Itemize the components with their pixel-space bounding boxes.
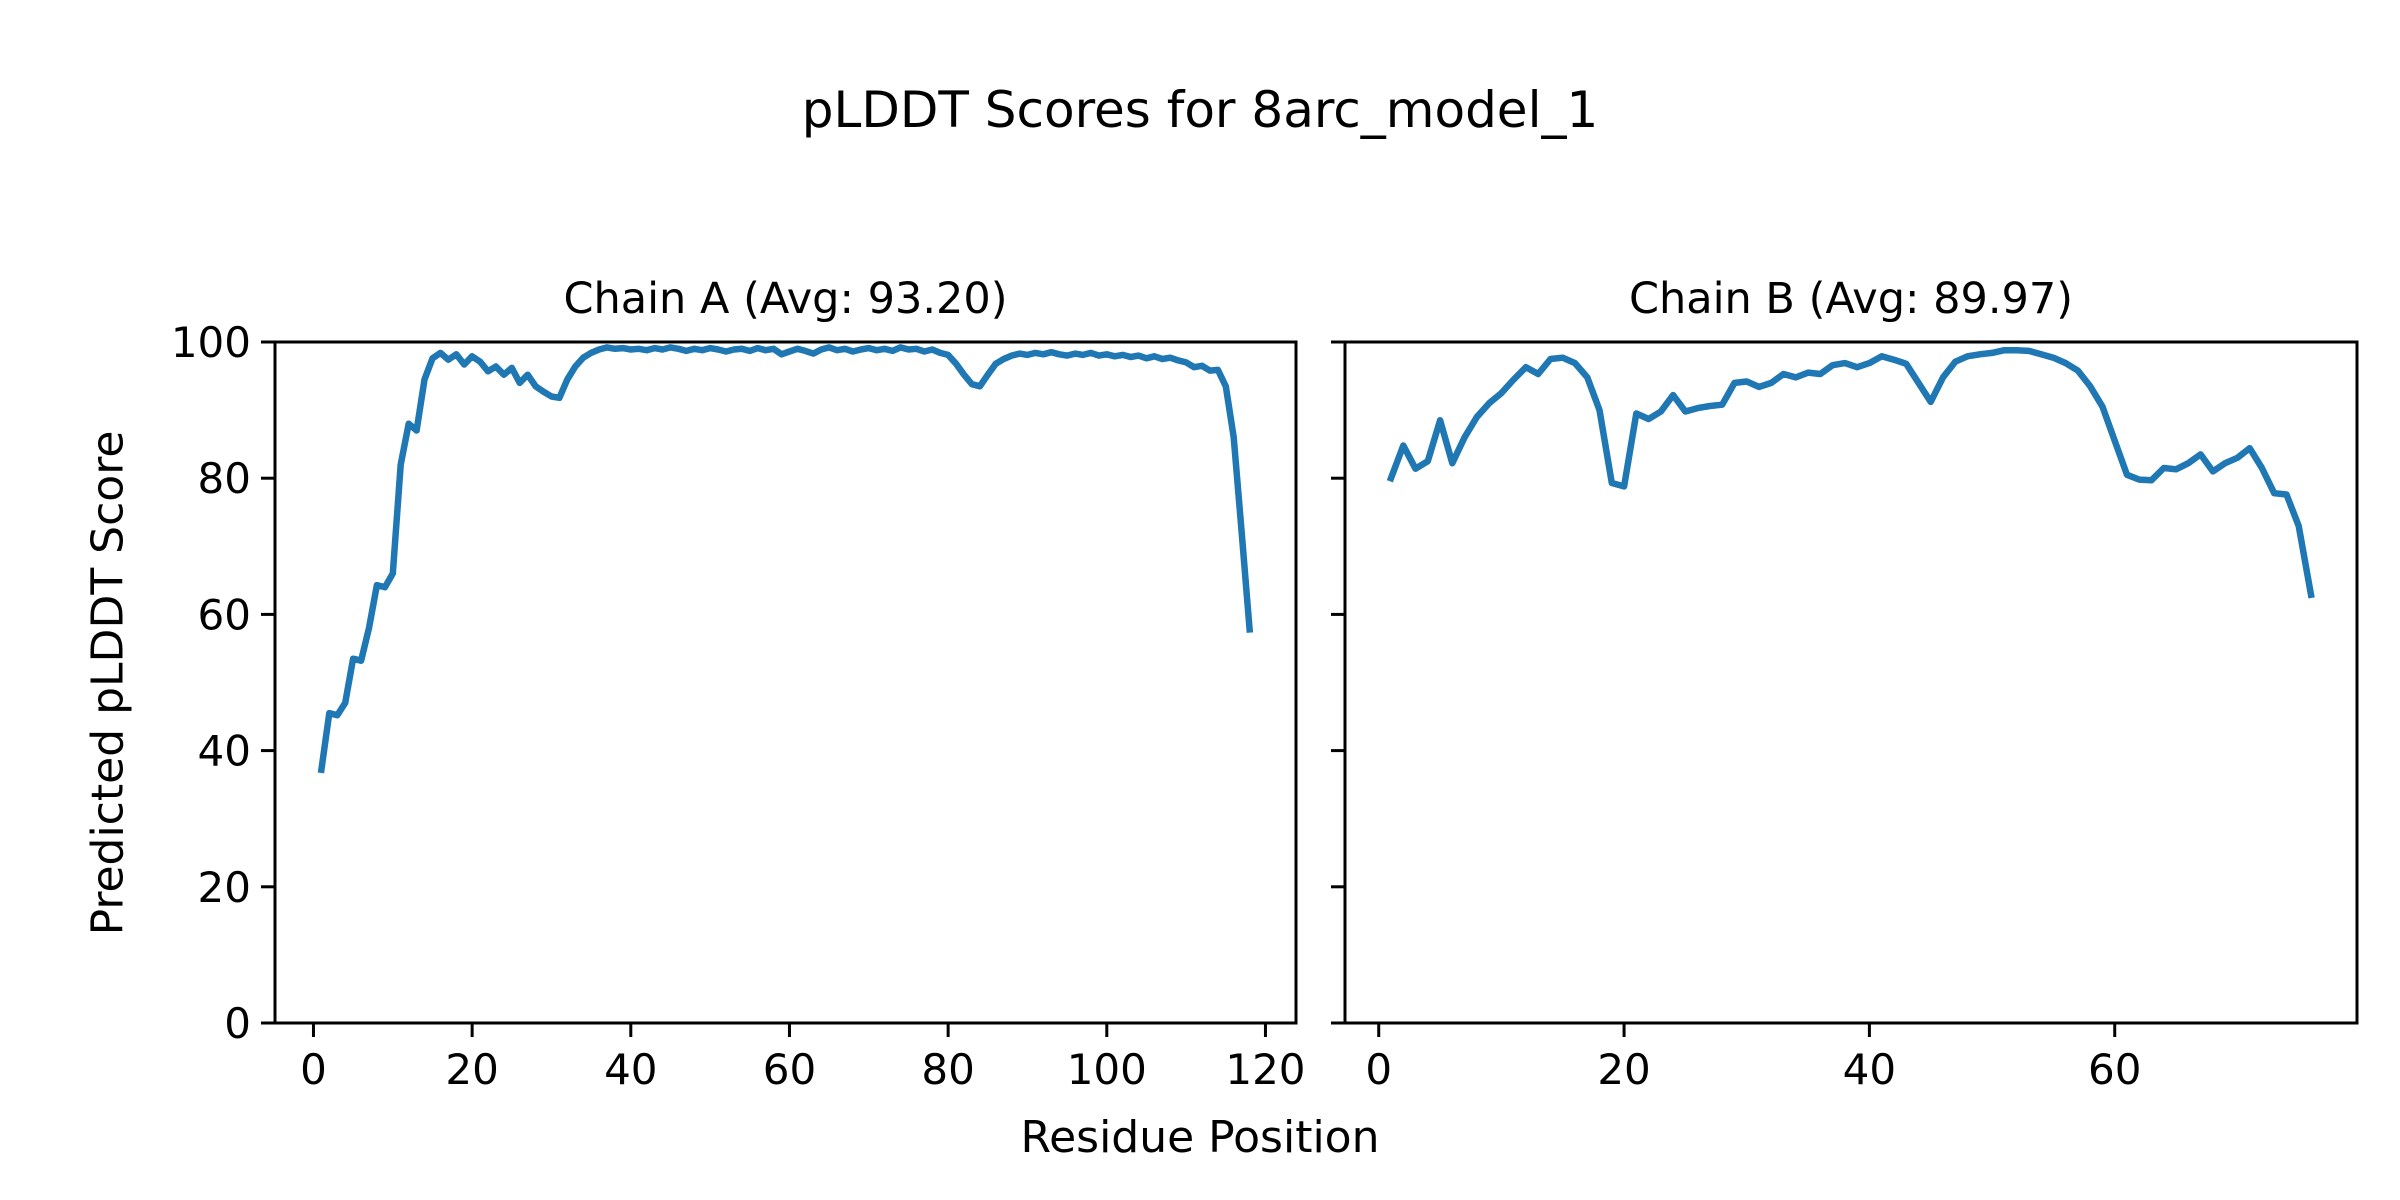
chain-a-x-tick-label: 100	[1067, 1045, 1147, 1094]
chain-b-x-tick-label: 40	[1843, 1045, 1896, 1094]
figure-title: pLDDT Scores for 8arc_model_1	[801, 81, 1599, 139]
y-axis-label: Predicted pLDDT Score	[82, 430, 134, 936]
chain-a-y-tick-label: 100	[171, 318, 251, 367]
chain-a-y-tick-label: 20	[198, 863, 251, 912]
chain-b-x-tick-label: 20	[1597, 1045, 1650, 1094]
chain-a-x-tick-label: 0	[300, 1045, 327, 1094]
chain-b-title: Chain B (Avg: 89.97)	[1628, 274, 2074, 324]
plddt-line-chain-a	[317, 344, 1254, 774]
chain-a-plot-frame	[273, 340, 1298, 1025]
chain-a-title: Chain A (Avg: 93.20)	[563, 274, 1008, 324]
chain-a-y-tick-label: 80	[198, 454, 251, 503]
chain-a-x-tick-label: 20	[445, 1045, 498, 1094]
chain-b-plot-frame	[1343, 340, 2359, 1025]
chain-a-y-tick-label: 40	[198, 727, 251, 776]
chain-a-x-tick-label: 120	[1225, 1045, 1305, 1094]
x-axis-label: Residue Position	[1020, 1112, 1380, 1163]
chain-b-x-tick-label: 0	[1365, 1045, 1392, 1094]
chain-a-y-tick-label: 60	[198, 590, 251, 639]
chain-a-x-tick-label: 60	[763, 1045, 816, 1094]
chain-a-x-tick-label: 40	[604, 1045, 657, 1094]
plddt-line-chain-b	[1386, 346, 2315, 599]
chain-a-x-tick-label: 80	[921, 1045, 974, 1094]
chain-b-x-tick-label: 60	[2088, 1045, 2141, 1094]
chain-a-y-tick-label: 0	[224, 999, 251, 1048]
